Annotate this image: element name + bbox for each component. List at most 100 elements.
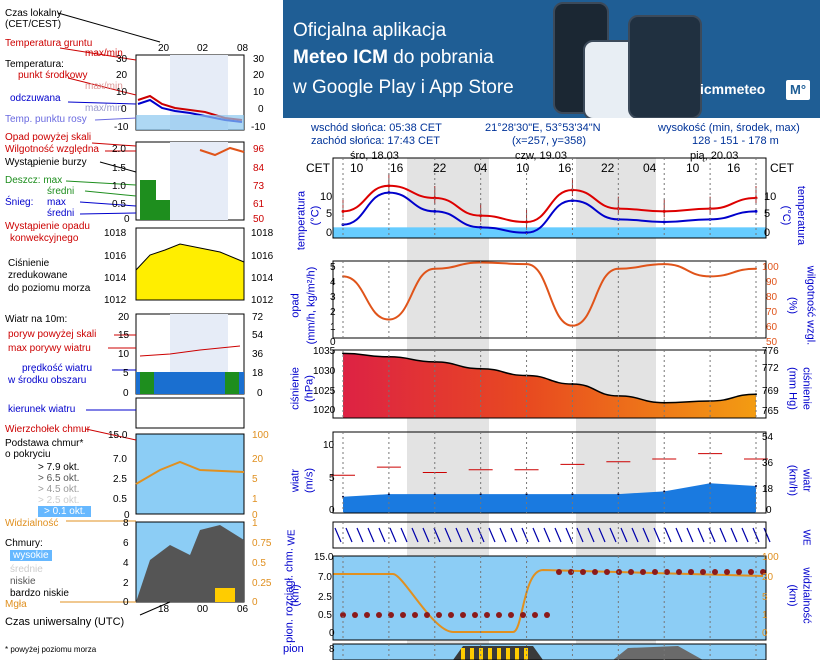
pres-mm-tick: 776 xyxy=(762,346,779,357)
precip-tick: 4 xyxy=(330,277,336,288)
vis-tick: 100 xyxy=(252,430,269,441)
wind-arrow xyxy=(609,527,617,543)
cloud-base-dot xyxy=(736,569,742,575)
temperature-label: Temperatura: xyxy=(5,59,64,70)
hum-tick: 100 xyxy=(762,262,779,273)
visibility-label: Widzialność xyxy=(5,518,59,529)
hum-tick: 90 xyxy=(766,277,778,288)
cloud-chart xyxy=(333,556,766,640)
pres-axis-label: ciśnienie xyxy=(289,367,302,410)
storm-label: Wystąpienie burzy xyxy=(5,157,87,168)
cloud-base-label: Podstawa chmur* xyxy=(5,438,84,449)
wind-dir-label: kierunek wiatru xyxy=(8,404,76,415)
wind-kmh-tick: 72 xyxy=(252,312,264,323)
hum-tick: 84 xyxy=(253,163,265,174)
cloud-top-label: Wierzchołek chmur xyxy=(5,424,91,435)
wind-arrow xyxy=(444,527,452,543)
wind-arrow xyxy=(620,527,628,543)
wind-arrow xyxy=(356,527,364,543)
temp-tick-right: -10 xyxy=(251,122,266,133)
vis-axis-label: widzialność xyxy=(800,567,813,624)
precip-tick: 1.0 xyxy=(112,181,126,192)
cloud-base-dot xyxy=(388,612,394,618)
soil-temp-label: Temperatura gruntu xyxy=(5,38,93,49)
cloud-base-dot xyxy=(592,569,598,575)
temp-tick-left: 5 xyxy=(326,208,333,220)
hour-label: 16 xyxy=(558,161,572,175)
temp-tick-right: 0 xyxy=(764,227,771,239)
temp-point xyxy=(387,184,391,188)
precip-tick: 1 xyxy=(330,322,336,333)
humidity-point xyxy=(663,263,666,266)
wind-arrow xyxy=(752,527,760,543)
precip-tick: 3 xyxy=(330,292,336,303)
okt-label: > 4.5 okt. xyxy=(38,484,80,495)
humidity-point xyxy=(525,263,528,266)
cloud-tick: 0 xyxy=(329,628,335,639)
base-tick: 2.5 xyxy=(113,474,127,485)
cloud-tick: 2.5 xyxy=(318,592,332,603)
wind-kmh-tick: 18 xyxy=(762,484,774,495)
okt-label: > 7.9 okt. xyxy=(38,462,80,473)
wind-arrow xyxy=(686,527,694,543)
cloud-base-label2: o pokryciu xyxy=(5,449,51,460)
legend-pressure-area xyxy=(135,243,245,301)
pressure-tick: 1016 xyxy=(104,251,127,262)
wind-point xyxy=(755,485,757,487)
leader-line xyxy=(99,161,137,173)
wind-arrow xyxy=(741,527,749,543)
cloud-rtick: 0 xyxy=(252,597,258,608)
bottom-axis-label: pion xyxy=(283,643,304,655)
wind-kmh-tick: 18 xyxy=(252,368,264,379)
hum-tick: 50 xyxy=(766,337,778,348)
legend-gust-line xyxy=(139,345,241,357)
vis-axis-unit: (km) xyxy=(786,584,799,607)
pressure-point xyxy=(755,393,757,396)
pres-mm-tick: 765 xyxy=(762,406,779,417)
cloud-tick: 0.5 xyxy=(318,610,332,621)
humidity-chart xyxy=(342,261,757,327)
app-promo-banner[interactable]: Oficjalna aplikacja Meteo ICM do pobrani… xyxy=(283,0,820,118)
hum-tick: 73 xyxy=(253,181,265,192)
cloud-base-dot xyxy=(364,612,370,618)
rain-avg-label: średni xyxy=(47,186,75,197)
cloud-base-dot xyxy=(616,569,622,575)
hum-tick: 96 xyxy=(253,144,265,155)
cloud-base-dot xyxy=(460,612,466,618)
fog-bar xyxy=(470,648,474,660)
utc-label: Czas uniwersalny (UTC) xyxy=(5,616,125,628)
cet-right: CET xyxy=(770,161,794,175)
vis-tick: 1 xyxy=(762,610,768,621)
temp-mid-range: max/min xyxy=(85,81,123,92)
wind-arrow xyxy=(400,527,408,543)
cloud-bg xyxy=(333,556,766,640)
cloud-base-dot xyxy=(760,569,766,575)
pressure-tick: 1018 xyxy=(104,228,127,239)
snow-label: Śnieg: xyxy=(5,197,34,208)
pres-tick: 1025 xyxy=(313,386,336,397)
legend-visibility-line xyxy=(135,460,245,485)
cet-left: CET xyxy=(306,161,330,175)
wind-arrow xyxy=(422,527,430,543)
vis-tick: 0 xyxy=(252,510,258,521)
leader-line xyxy=(59,47,137,61)
cloud-cover-bg xyxy=(333,644,766,660)
soil-temp-range: max/min xyxy=(85,48,123,59)
vis-tick: 5 xyxy=(762,592,768,603)
precip-tick: 0.5 xyxy=(112,199,126,210)
snow-max-label: max xyxy=(47,197,66,208)
cloud-base-dot xyxy=(436,612,442,618)
precip-axis-label: opad xyxy=(289,293,302,318)
day-label: pią, 20.03 xyxy=(690,150,739,162)
cloud-base-dot xyxy=(472,612,478,618)
hour-label: 10 xyxy=(516,161,530,175)
temp-feel-range: max/min xyxy=(85,103,123,114)
wind-arrow xyxy=(411,527,419,543)
rain-label: Deszcz: max xyxy=(5,175,63,186)
visibility-line xyxy=(333,568,764,633)
cloud-cover-chart xyxy=(333,644,766,660)
legend-humidity-line xyxy=(199,146,245,157)
cloud-base-dot xyxy=(676,569,682,575)
cloud-tick: 8 xyxy=(123,518,129,529)
local-time-label: Czas lokalny xyxy=(5,8,62,19)
